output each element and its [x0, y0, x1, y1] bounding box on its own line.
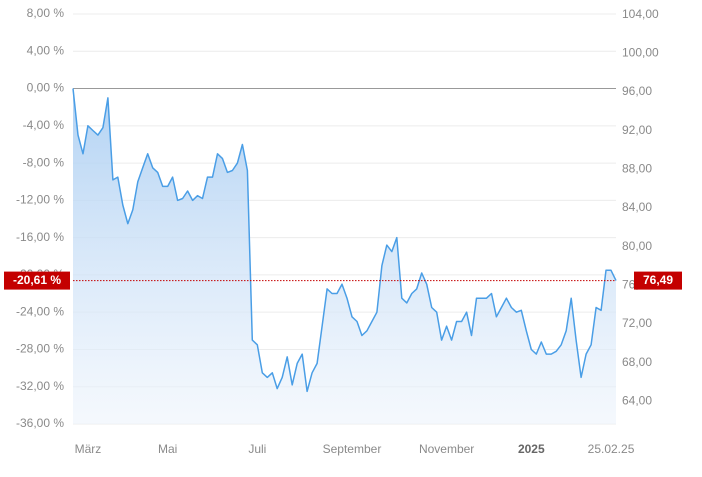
x-tick-label: 25.02.25	[588, 442, 635, 456]
x-tick-label: März	[75, 442, 102, 456]
y-tick-label: -4,00 %	[23, 118, 65, 132]
y-tick-label: -24,00 %	[16, 304, 64, 318]
y-tick-label: -12,00 %	[16, 193, 64, 207]
y-tick-label: -36,00 %	[16, 416, 64, 430]
x-tick-label: 2025	[518, 442, 545, 456]
y-tick-label: -16,00 %	[16, 230, 64, 244]
y2-tick-label: 68,00	[622, 355, 652, 369]
y2-tick-label: 80,00	[622, 239, 652, 253]
y-tick-label: 4,00 %	[27, 43, 65, 57]
y-tick-label: 8,00 %	[27, 6, 65, 20]
y2-tick-label: 104,00	[622, 7, 659, 21]
y2-tick-label: 72,00	[622, 316, 652, 330]
last-percent-tag	[4, 271, 70, 290]
y2-tick-label: 64,00	[622, 394, 652, 408]
last-percent-label: -20,61 %	[13, 273, 61, 287]
y2-tick-label: 92,00	[622, 123, 652, 137]
area	[73, 88, 616, 424]
x-tick-label: Juli	[248, 442, 266, 456]
y2-tick-label: 96,00	[622, 84, 652, 98]
y-tick-label: -32,00 %	[16, 379, 64, 393]
last-price-label: 76,49	[643, 273, 673, 287]
y-tick-label: -8,00 %	[23, 155, 65, 169]
y2-tick-label: 100,00	[622, 45, 659, 59]
x-tick-label: September	[323, 442, 382, 456]
y-tick-label: 0,00 %	[27, 81, 65, 95]
y2-tick-label: 88,00	[622, 161, 652, 175]
last-price-tag	[634, 271, 682, 290]
x-tick-label: Mai	[158, 442, 177, 456]
x-tick-label: November	[419, 442, 474, 456]
line	[72, 88, 617, 393]
y2-tick-label: 84,00	[622, 200, 652, 214]
y-tick-label: -28,00 %	[16, 342, 64, 356]
